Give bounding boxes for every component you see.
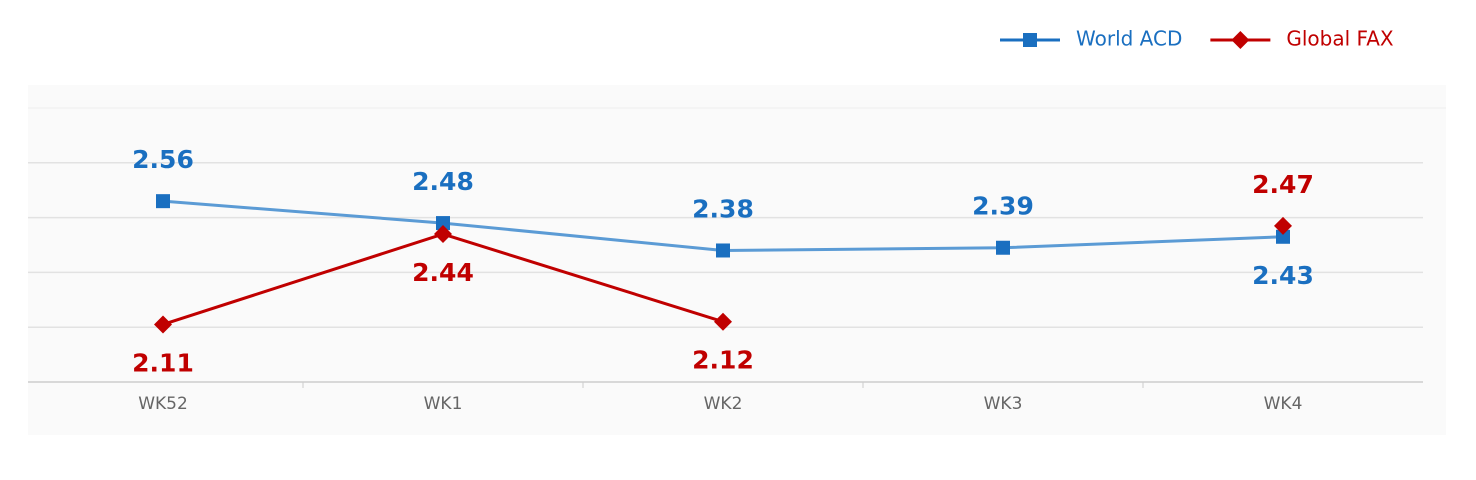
legend-label: World ACD [1076,27,1182,51]
x-tick-label: WK52 [138,394,188,414]
legend-marker [1023,33,1037,47]
x-tick-label: WK4 [1264,394,1303,414]
value-label: 2.39 [972,192,1034,221]
value-label: 2.44 [412,258,474,287]
value-label: 2.38 [692,194,754,223]
value-label: 2.43 [1252,261,1314,290]
x-tick-label: WK2 [704,394,743,414]
marker [434,225,452,244]
x-tick-label: WK3 [984,394,1023,414]
marker [1276,229,1290,244]
marker [716,243,730,258]
value-label: 2.47 [1252,170,1314,199]
legend-marker [1231,31,1250,49]
plot-background [28,85,1446,435]
value-label: 2.48 [412,167,474,196]
marker [1274,216,1292,235]
marker [436,216,450,231]
marker [996,240,1010,255]
legend-label: Global FAX [1286,27,1394,51]
marker [154,315,172,334]
value-label: 2.56 [132,145,194,174]
x-tick-label: WK1 [424,394,463,414]
marker [156,194,170,209]
value-label: 2.11 [132,348,194,377]
value-label: 2.12 [692,346,754,375]
marker [714,312,732,331]
